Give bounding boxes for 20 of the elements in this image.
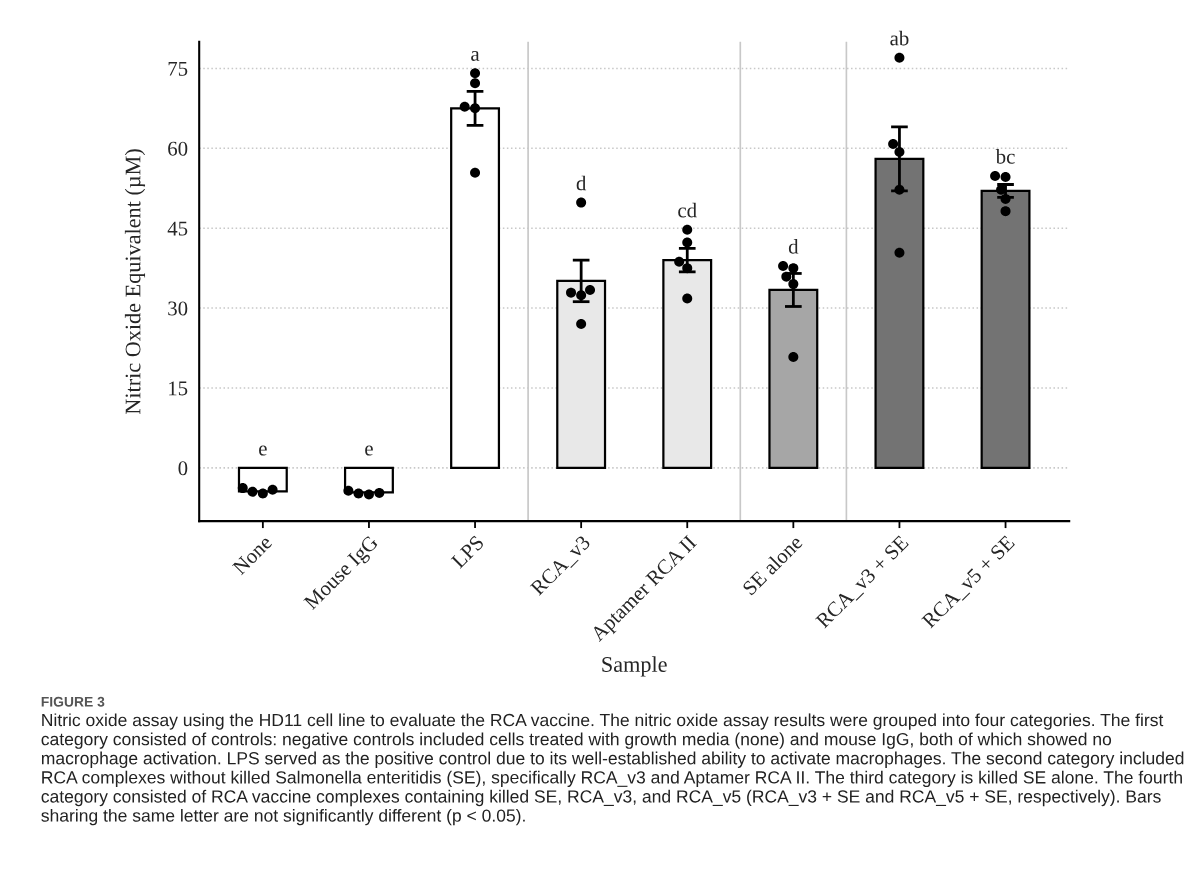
y-tick-label: 15 [169,381,188,396]
y-tick-label: 45 [167,221,188,236]
annotation: e [365,445,373,456]
x-tick-label: LPS [450,535,485,569]
y-tick-label: 0 [178,461,188,476]
annotation: bc [995,149,1015,164]
y-tick-label: 60 [168,141,188,156]
bar [980,189,1031,469]
annotation: cd [678,202,697,218]
caption: FIGURE 3 [41,696,105,707]
y-tick-label: 75 [168,61,188,76]
text: Nitric oxide assay using the HD11 cell line to evaluate the RCA vaccine. The nitric oxide assay results were grouped into four categories. The first category consisted of controls: negative controls included cells treated with growth media (none) and mouse IgG, both of which showed no macrophage activation. LPS served as the positive control due to its well-established ability to activate macrophages. The second category included RCA complexes without killed Salmonella enteritidis (SE), specifically RCA_v3 and Aptamer RCA II. The third category is killed SE alone. The fourth category consisted of RCA vaccine complexes containing killed SE, RCA_v3, and RCA_v5 (RCA_v3 + SE and RCA_v5 + SE, respectively). Bars sharing the same letter are not significantly different (p < 0.05). [41,713,1184,826]
annotation: a [471,50,480,61]
annotation: e [259,445,267,456]
annotation: ab [890,30,909,46]
annotation: d [576,175,587,191]
x-axis-title: Sample [602,656,667,677]
y-axis-title: Nitric Oxide Equivalent (µM) [124,149,146,415]
y-tick-label: 30 [168,301,188,316]
annotation: d [788,239,799,254]
